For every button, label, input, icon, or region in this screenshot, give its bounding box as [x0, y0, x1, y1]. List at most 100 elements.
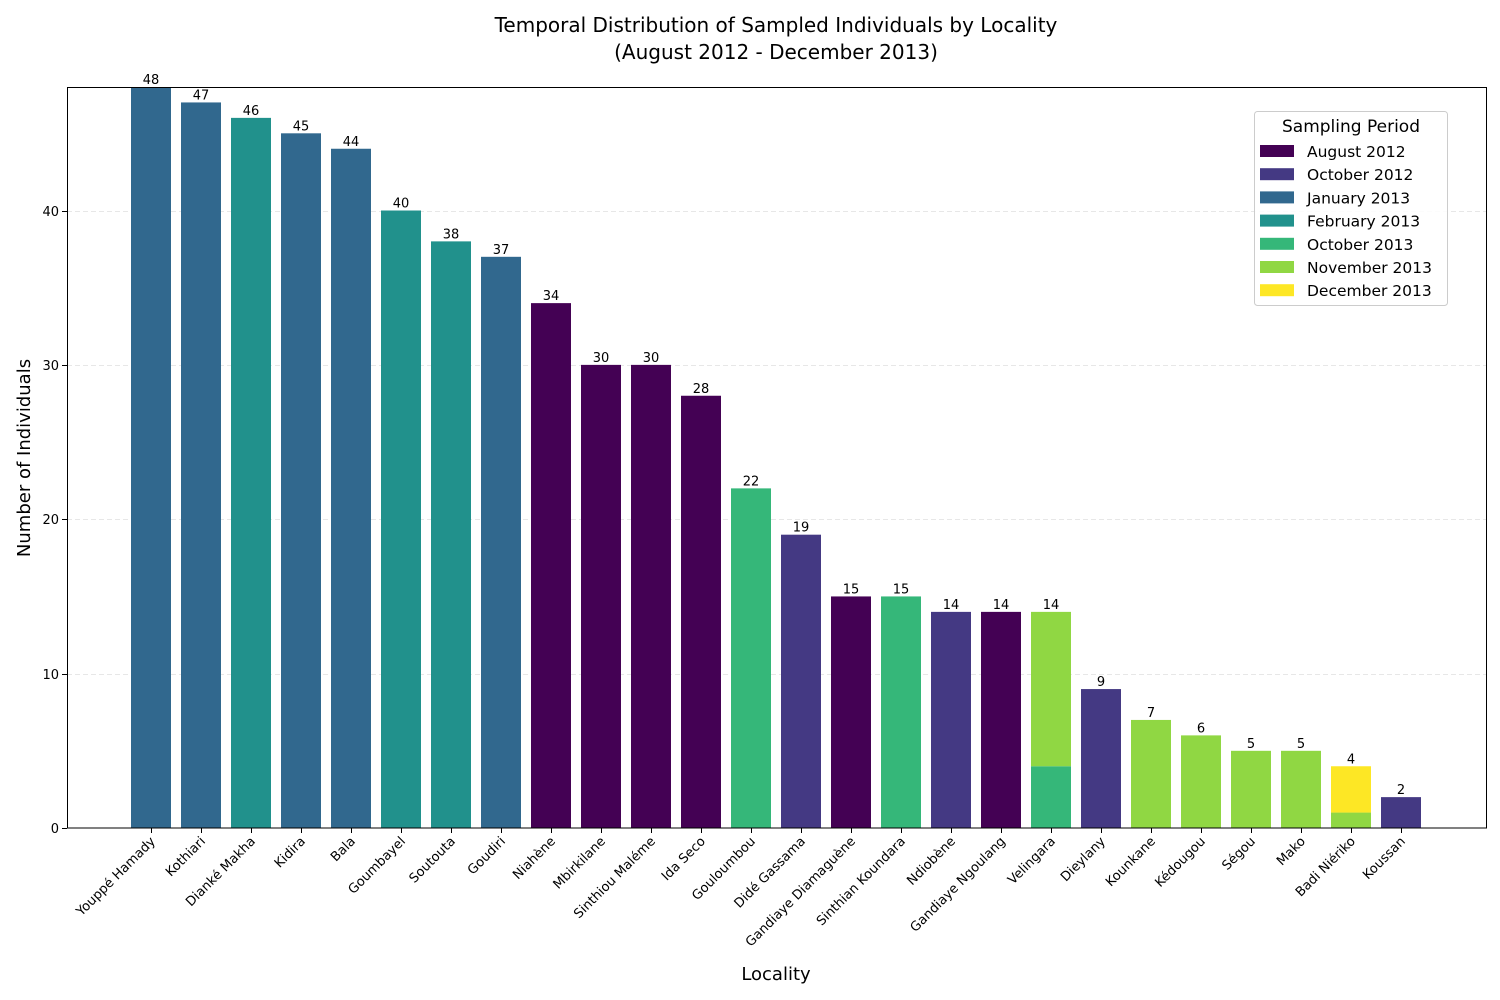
legend-swatch — [1260, 261, 1294, 273]
legend-label: February 2013 — [1307, 213, 1420, 231]
y-tick-label: 30 — [42, 359, 59, 374]
legend-label: January 2013 — [1306, 189, 1410, 207]
bar-segment — [131, 87, 171, 828]
y-axis-ticks: 0 10 20 30 40 — [42, 205, 67, 837]
data-label: 9 — [1097, 675, 1105, 690]
bar-segment — [481, 256, 521, 828]
data-label: 15 — [843, 582, 860, 597]
x-tick-label: Ségou — [1219, 834, 1258, 873]
bar-segment — [1081, 689, 1121, 828]
data-label: 46 — [243, 104, 260, 119]
data-label: 44 — [343, 135, 360, 150]
legend-swatch — [1260, 214, 1294, 227]
bar-segment — [1031, 611, 1071, 767]
bar-segment — [331, 148, 371, 828]
x-tick-label: Bala — [328, 834, 359, 865]
bar-segment — [881, 596, 921, 828]
legend-item: October 2013 — [1260, 236, 1413, 254]
bar-segment — [181, 102, 221, 828]
data-label: 28 — [693, 382, 710, 397]
bar-segment — [981, 611, 1021, 828]
legend-item: November 2013 — [1260, 259, 1432, 277]
data-label: 7 — [1147, 706, 1155, 721]
legend-item: August 2012 — [1260, 143, 1406, 161]
x-tick-label: Gandiaye Ngoulang — [908, 834, 1009, 935]
bar-segment — [1231, 750, 1271, 828]
data-label: 45 — [293, 119, 310, 134]
bar-segment — [231, 117, 271, 828]
legend-item: February 2013 — [1260, 213, 1420, 231]
bar-segment — [531, 303, 571, 828]
data-label: 30 — [593, 351, 610, 366]
x-tick-label: Dieylany — [1058, 834, 1109, 885]
x-tick-label: Soutouta — [407, 834, 459, 886]
bar-segment — [381, 210, 421, 828]
y-tick-label: 10 — [42, 668, 59, 683]
data-label: 2 — [1397, 783, 1405, 798]
plot-frame — [67, 87, 1487, 829]
y-tick-label: 0 — [51, 822, 59, 837]
bar-segment — [1331, 766, 1371, 813]
x-tick-label: Youppé Hamady — [73, 834, 159, 920]
legend-label: November 2013 — [1307, 259, 1432, 277]
data-label: 14 — [993, 598, 1010, 613]
legend-title: Sampling Period — [1282, 117, 1420, 137]
data-label: 30 — [643, 351, 660, 366]
data-label: 14 — [943, 598, 960, 613]
y-axis-label: Number of Individuals — [14, 359, 35, 557]
bar-segment — [781, 534, 821, 828]
bar-segment — [1131, 719, 1171, 828]
data-label: 38 — [443, 227, 460, 242]
x-tick-label: Kounkane — [1103, 834, 1159, 890]
data-label: 40 — [393, 197, 410, 212]
legend-swatch — [1260, 145, 1294, 157]
x-tick-label: Koussan — [1360, 834, 1409, 883]
legend-swatch — [1260, 284, 1294, 297]
data-label: 5 — [1247, 737, 1255, 752]
bar-segment — [631, 364, 671, 828]
data-label: 37 — [493, 243, 510, 258]
bar-segment — [1031, 766, 1071, 828]
legend-swatch — [1260, 191, 1294, 204]
chart-subtitle: (August 2012 - December 2013) — [614, 40, 938, 64]
bar-segment — [731, 488, 771, 828]
chart-title: Temporal Distribution of Sampled Individ… — [494, 13, 1058, 37]
x-tick-label: Mako — [1274, 834, 1309, 869]
x-tick-label: Niahène — [510, 834, 559, 883]
data-label: 15 — [893, 582, 910, 597]
x-tick-label: Ida Seco — [659, 834, 709, 884]
bar-segment — [831, 596, 871, 828]
legend-entries: August 2012 October 2012 January 2013 Febru… — [1260, 143, 1432, 300]
data-label: 19 — [793, 521, 810, 536]
legend-label: December 2013 — [1307, 282, 1432, 300]
x-tick-label: Sinthian Koundara — [814, 834, 909, 929]
x-tick-label: Velingara — [1005, 834, 1059, 888]
bar-segment — [681, 395, 721, 828]
data-label: 22 — [743, 474, 760, 489]
y-tick-label: 20 — [42, 513, 59, 528]
bar-segment — [931, 611, 971, 828]
legend-label: October 2012 — [1307, 166, 1413, 184]
x-tick-label: Kothiari — [163, 834, 209, 880]
bar-segment — [431, 241, 471, 828]
data-label: 14 — [1043, 598, 1060, 613]
legend-label: October 2013 — [1307, 236, 1413, 254]
x-axis-label: Locality — [741, 964, 811, 985]
legend-swatch — [1260, 168, 1294, 181]
bar-segment — [281, 133, 321, 828]
data-label: 4 — [1347, 752, 1355, 767]
data-label: 34 — [543, 289, 560, 304]
bars — [131, 87, 1421, 828]
x-tick-label: Goudiri — [465, 834, 509, 878]
bar-segment — [1381, 797, 1421, 828]
legend-label: August 2012 — [1307, 143, 1406, 161]
x-tick-label: Kédougou — [1152, 834, 1208, 890]
bar-segment — [1181, 735, 1221, 828]
bar-segment — [1331, 812, 1371, 828]
x-tick-label: Kidira — [272, 834, 309, 871]
legend: Sampling Period August 2012 October 2012 J… — [1254, 111, 1448, 306]
data-label: 5 — [1297, 737, 1305, 752]
